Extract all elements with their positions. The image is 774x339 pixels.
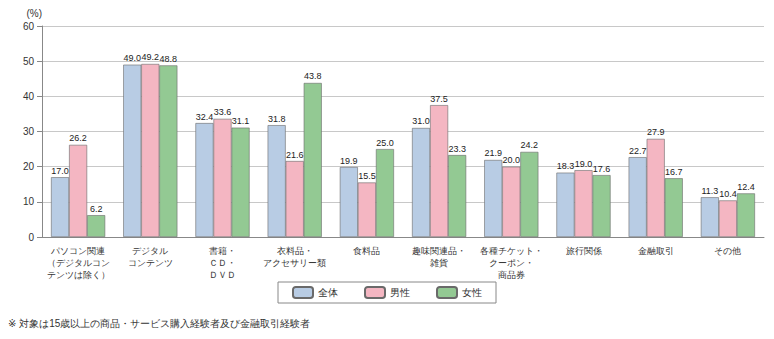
svg-text:21.9: 21.9 (484, 148, 502, 158)
svg-text:26.2: 26.2 (69, 133, 87, 143)
svg-text:48.8: 48.8 (160, 54, 178, 64)
svg-text:ＤＶＤ: ＤＶＤ (209, 270, 236, 280)
svg-text:(%): (%) (26, 8, 42, 19)
svg-text:23.3: 23.3 (448, 144, 466, 154)
svg-text:商品券: 商品券 (498, 270, 525, 280)
svg-text:32.4: 32.4 (196, 112, 214, 122)
svg-text:その他: その他 (714, 246, 741, 256)
svg-text:27.9: 27.9 (647, 127, 665, 137)
svg-text:10: 10 (23, 196, 35, 207)
svg-text:雑貨: 雑貨 (430, 258, 448, 268)
svg-text:19.9: 19.9 (340, 156, 358, 166)
svg-text:22.7: 22.7 (629, 146, 647, 156)
svg-text:金融取引: 金融取引 (638, 246, 674, 256)
svg-text:テンツは除く）: テンツは除く） (47, 270, 110, 280)
svg-text:60: 60 (23, 21, 35, 32)
svg-text:女性: 女性 (462, 287, 482, 298)
svg-text:17.6: 17.6 (593, 164, 611, 174)
svg-text:49.0: 49.0 (123, 53, 141, 63)
svg-text:50: 50 (23, 56, 35, 67)
svg-text:20: 20 (23, 161, 35, 172)
svg-text:31.0: 31.0 (412, 116, 430, 126)
svg-text:（デジタルコン: （デジタルコン (47, 258, 110, 268)
svg-text:21.6: 21.6 (286, 150, 304, 160)
svg-text:37.5: 37.5 (430, 94, 448, 104)
svg-text:各種チケット・: 各種チケット・ (480, 246, 543, 256)
svg-text:40: 40 (23, 91, 35, 102)
svg-text:コンテンツ: コンテンツ (128, 258, 173, 268)
svg-text:30: 30 (23, 126, 35, 137)
svg-text:11.3: 11.3 (701, 186, 718, 196)
svg-text:ＣＤ・: ＣＤ・ (209, 258, 236, 268)
svg-text:31.8: 31.8 (268, 114, 286, 124)
svg-text:書籍・: 書籍・ (209, 246, 236, 256)
svg-text:クーポン・: クーポン・ (489, 258, 534, 268)
svg-text:31.1: 31.1 (232, 116, 250, 126)
svg-text:49.2: 49.2 (142, 52, 160, 62)
svg-text:旅行関係: 旅行関係 (566, 246, 602, 256)
svg-text:衣料品・: 衣料品・ (277, 246, 313, 256)
svg-text:0: 0 (28, 232, 34, 243)
svg-text:食料品: 食料品 (353, 246, 380, 256)
svg-text:25.0: 25.0 (376, 138, 394, 148)
svg-text:デジタル: デジタル (132, 246, 168, 256)
svg-text:20.0: 20.0 (503, 155, 521, 165)
svg-text:16.7: 16.7 (665, 167, 683, 177)
svg-text:17.0: 17.0 (51, 166, 69, 176)
svg-text:12.4: 12.4 (737, 182, 755, 192)
svg-text:全体: 全体 (318, 287, 338, 298)
svg-text:19.0: 19.0 (575, 159, 593, 169)
svg-text:パソコン関連: パソコン関連 (50, 246, 105, 256)
svg-text:6.2: 6.2 (90, 204, 103, 214)
svg-text:43.8: 43.8 (304, 71, 322, 81)
svg-text:10.4: 10.4 (719, 189, 737, 199)
svg-text:男性: 男性 (390, 287, 410, 298)
svg-text:※ 対象は15歳以上の商品・サービス購入経験者及び金融取引経: ※ 対象は15歳以上の商品・サービス購入経験者及び金融取引経験者 (8, 318, 310, 329)
svg-text:18.3: 18.3 (557, 161, 575, 171)
svg-text:33.6: 33.6 (214, 107, 232, 117)
svg-text:15.5: 15.5 (358, 171, 376, 181)
svg-text:24.2: 24.2 (521, 140, 539, 150)
svg-text:アクセサリー類: アクセサリー類 (263, 258, 326, 268)
svg-text:趣味関連品・: 趣味関連品・ (412, 246, 466, 256)
